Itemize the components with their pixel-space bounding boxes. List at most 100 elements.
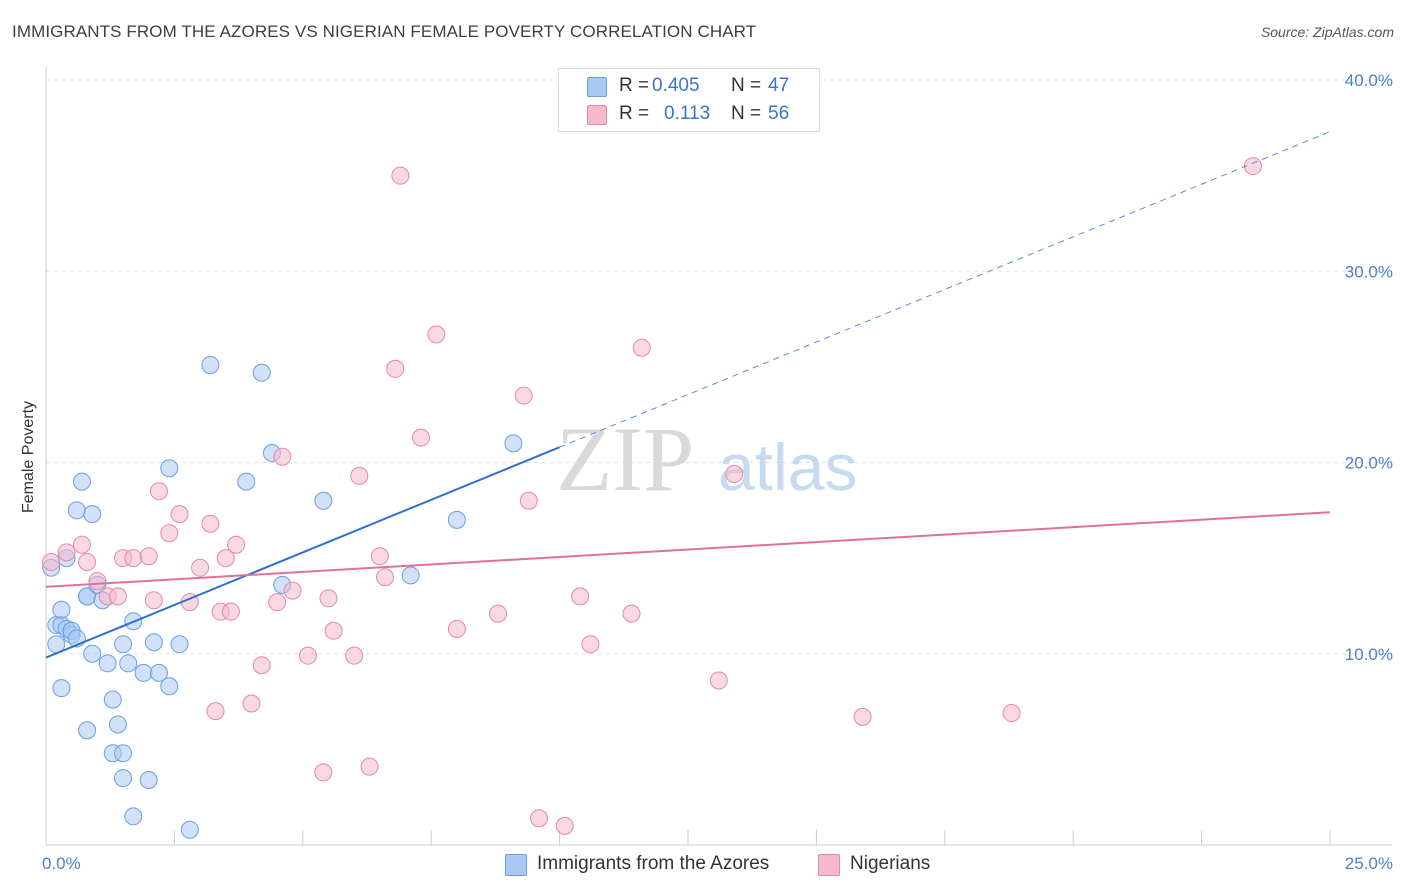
azores-point (504, 434, 523, 453)
nigerian-point (108, 587, 127, 606)
legend-r-value: 0.405 (652, 75, 700, 96)
grid-lines (46, 79, 1392, 655)
azores-point (83, 644, 102, 663)
legend-r-label: R = (619, 75, 650, 96)
azores-point (144, 633, 163, 652)
nigerian-point (386, 359, 405, 378)
legend-swatch-azores (505, 854, 527, 876)
nigerian-point (530, 809, 549, 828)
nigerian-point (514, 386, 533, 405)
azores-point (170, 635, 189, 654)
azores-point (103, 690, 122, 709)
azores-point (114, 635, 133, 654)
nigerian-point (488, 604, 507, 623)
azores-point (447, 510, 466, 529)
nigerian-point (268, 593, 287, 612)
legend-n-label: N = (731, 103, 762, 124)
y-tick-label: 20.0% (1345, 454, 1393, 473)
tick-labels: 10.0% 20.0% 30.0% 40.0% 0.0% 25.0% (42, 71, 1393, 873)
azores-point (180, 820, 199, 839)
nigerian-point (201, 514, 220, 533)
legend-r-value: 0.113 (664, 103, 711, 124)
watermark: ZIP atlas (556, 408, 857, 510)
azores-point (134, 663, 153, 682)
nigerian-point (216, 549, 235, 568)
azores-point (114, 769, 133, 788)
nigerian-point (447, 619, 466, 638)
azores-trend-extension (559, 131, 1331, 448)
nigerian-point (319, 589, 338, 608)
y-tick-label: 40.0% (1345, 71, 1393, 90)
nigerian-point (622, 604, 641, 623)
nigerian-point (252, 656, 271, 675)
nigerian-point (1002, 704, 1021, 723)
nigerian-point (78, 552, 97, 571)
nigerian-point (632, 338, 651, 357)
stats-legend: R = 0.405 N = 47 R = 0.113 N = 56 (558, 68, 820, 132)
azores-point (72, 472, 91, 491)
nigerian-point (725, 464, 744, 483)
legend-label-azores: Immigrants from the Azores (537, 853, 770, 874)
azores-trend-line (45, 446, 560, 659)
trend-lines (45, 131, 1331, 659)
x-tick-label: 0.0% (42, 854, 81, 873)
azores-point (78, 721, 97, 740)
nigerian-point (72, 535, 91, 554)
nigerian-point (853, 707, 872, 726)
azores-point (252, 363, 271, 382)
y-tick-label: 30.0% (1345, 262, 1393, 281)
azores-point (401, 566, 420, 585)
azores-point (119, 654, 138, 673)
nigerian-point (324, 621, 343, 640)
nigerian-point (206, 702, 225, 721)
nigerian-point (221, 602, 240, 621)
watermark-zip: ZIP (556, 408, 694, 510)
nigerian-point (57, 543, 76, 562)
nigerian-point (360, 757, 379, 776)
nigerian-point (519, 491, 538, 510)
nigerian-point (345, 646, 364, 665)
y-tick-label: 10.0% (1345, 645, 1393, 664)
azores-point (160, 677, 179, 696)
nigerian-point (283, 581, 302, 600)
nigerian-point (391, 166, 410, 185)
azores-point (160, 459, 179, 478)
x-tick-label: 25.0% (1345, 854, 1393, 873)
legend-row-azores: R = 0.405 N = 47 (559, 71, 819, 101)
legend-n-label: N = (731, 75, 762, 96)
legend-r-label: R = (619, 103, 650, 124)
azores-point (52, 600, 71, 619)
azores-point (139, 770, 158, 789)
azores-point (149, 663, 168, 682)
nigerian-point (314, 763, 333, 782)
nigerian-point (375, 568, 394, 587)
data-points (42, 157, 1262, 839)
legend-swatch-nigerians (587, 105, 607, 125)
azores-point (52, 679, 71, 698)
nigerian-point (191, 558, 210, 577)
axes (45, 66, 1392, 846)
nigerian-point (139, 547, 158, 566)
nigerian-point (273, 447, 292, 466)
nigerian-trend-line (45, 511, 1331, 588)
y-axis-label: Female Poverty (20, 401, 37, 513)
legend-n-value: 47 (768, 75, 790, 96)
nigerian-point (227, 535, 246, 554)
nigerian-point (555, 816, 574, 835)
nigerian-point (709, 671, 728, 690)
nigerian-point (88, 572, 107, 591)
nigerian-point (581, 635, 600, 654)
nigerian-point (124, 549, 143, 568)
azores-point (98, 654, 117, 673)
series-legend: Immigrants from the Azores Nigerians (0, 852, 1406, 880)
azores-point (124, 807, 143, 826)
nigerian-point (350, 466, 369, 485)
nigerian-point (411, 428, 430, 447)
azores-point (314, 491, 333, 510)
azores-point (108, 715, 127, 734)
nigerian-point (160, 524, 179, 543)
legend-n-value: 56 (768, 103, 790, 124)
azores-point (114, 744, 133, 763)
nigerian-point (298, 646, 317, 665)
